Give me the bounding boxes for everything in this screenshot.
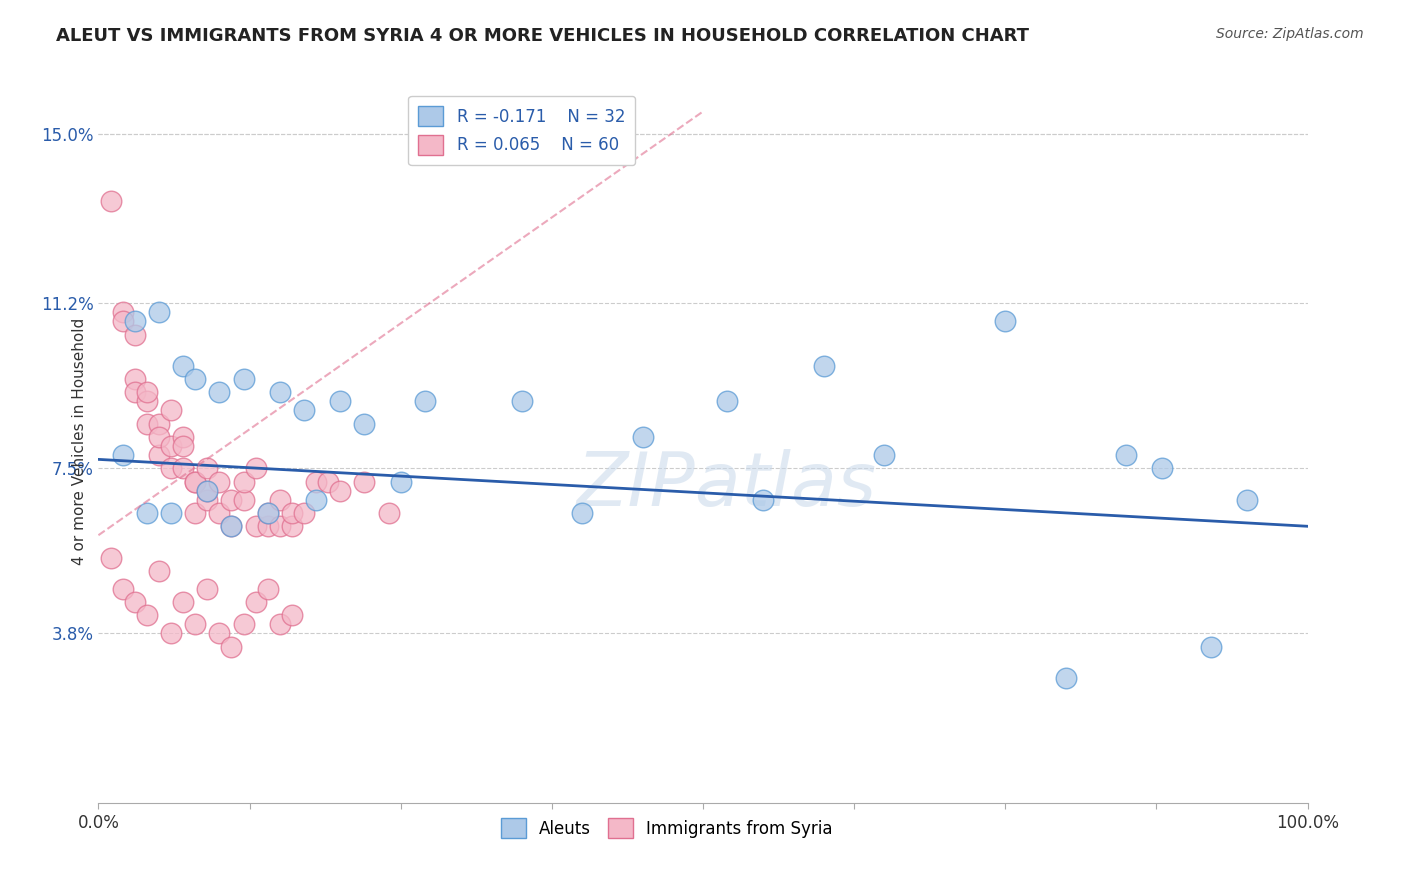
Point (111, 305, 134, 319)
Point (111, 314, 134, 328)
Point (195, 483, 218, 498)
Point (281, 519, 304, 533)
Point (510, 394, 533, 409)
Point (208, 475, 231, 489)
Point (994, 314, 1017, 328)
Point (195, 492, 218, 507)
Point (100, 550, 122, 565)
Point (305, 475, 328, 489)
Point (135, 385, 157, 400)
Point (281, 608, 304, 623)
Point (813, 359, 835, 373)
Point (256, 506, 278, 520)
Point (329, 483, 352, 498)
Point (195, 461, 218, 475)
Point (329, 394, 352, 409)
Y-axis label: 4 or more Vehicles in Household: 4 or more Vehicles in Household (72, 318, 87, 566)
Point (184, 506, 207, 520)
Point (184, 475, 207, 489)
Point (172, 430, 194, 444)
Point (124, 327, 146, 342)
Point (124, 372, 146, 386)
Point (256, 506, 278, 520)
Point (184, 372, 207, 386)
Point (305, 492, 328, 507)
Point (172, 461, 194, 475)
Point (172, 439, 194, 453)
Point (148, 417, 170, 431)
Point (208, 626, 231, 640)
Point (256, 519, 278, 533)
Point (269, 617, 291, 632)
Text: ZIPatlas: ZIPatlas (576, 449, 877, 521)
Point (269, 492, 291, 507)
Point (221, 640, 243, 654)
Point (1115, 448, 1137, 462)
Point (160, 506, 183, 520)
Point (195, 582, 218, 596)
Point (353, 417, 375, 431)
Text: ALEUT VS IMMIGRANTS FROM SYRIA 4 OR MORE VEHICLES IN HOUSEHOLD CORRELATION CHART: ALEUT VS IMMIGRANTS FROM SYRIA 4 OR MORE… (56, 27, 1029, 45)
Point (124, 385, 146, 400)
Legend: Aleuts, Immigrants from Syria: Aleuts, Immigrants from Syria (494, 812, 839, 845)
Point (292, 506, 315, 520)
Point (221, 519, 243, 533)
Point (413, 394, 436, 409)
Point (148, 430, 170, 444)
Point (100, 194, 122, 208)
Point (221, 492, 243, 507)
Point (1054, 671, 1077, 685)
Point (256, 582, 278, 596)
Point (281, 506, 304, 520)
Point (353, 475, 375, 489)
Point (160, 439, 183, 453)
Point (1199, 640, 1222, 654)
Point (124, 314, 146, 328)
Point (135, 394, 157, 409)
Point (148, 564, 170, 578)
Point (389, 475, 412, 489)
Point (111, 448, 134, 462)
Point (135, 417, 157, 431)
Point (184, 475, 207, 489)
Point (752, 492, 775, 507)
Point (135, 506, 157, 520)
Point (245, 519, 267, 533)
Point (292, 403, 315, 417)
Point (195, 483, 218, 498)
Point (124, 595, 146, 609)
Point (208, 385, 231, 400)
Point (148, 448, 170, 462)
Point (160, 403, 183, 417)
Point (172, 359, 194, 373)
Point (232, 372, 254, 386)
Point (184, 617, 207, 632)
Point (377, 506, 399, 520)
Point (111, 582, 134, 596)
Point (571, 506, 593, 520)
Point (245, 595, 267, 609)
Point (160, 626, 183, 640)
Point (208, 506, 231, 520)
Point (1236, 492, 1258, 507)
Point (716, 394, 738, 409)
Point (135, 608, 157, 623)
Point (269, 519, 291, 533)
Point (245, 461, 267, 475)
Text: Source: ZipAtlas.com: Source: ZipAtlas.com (1216, 27, 1364, 41)
Point (1152, 461, 1174, 475)
Point (269, 385, 291, 400)
Point (221, 519, 243, 533)
Point (631, 430, 654, 444)
Point (148, 305, 170, 319)
Point (172, 595, 194, 609)
Point (232, 475, 254, 489)
Point (873, 448, 896, 462)
Point (232, 492, 254, 507)
Point (160, 461, 183, 475)
Point (232, 617, 254, 632)
Point (316, 475, 339, 489)
